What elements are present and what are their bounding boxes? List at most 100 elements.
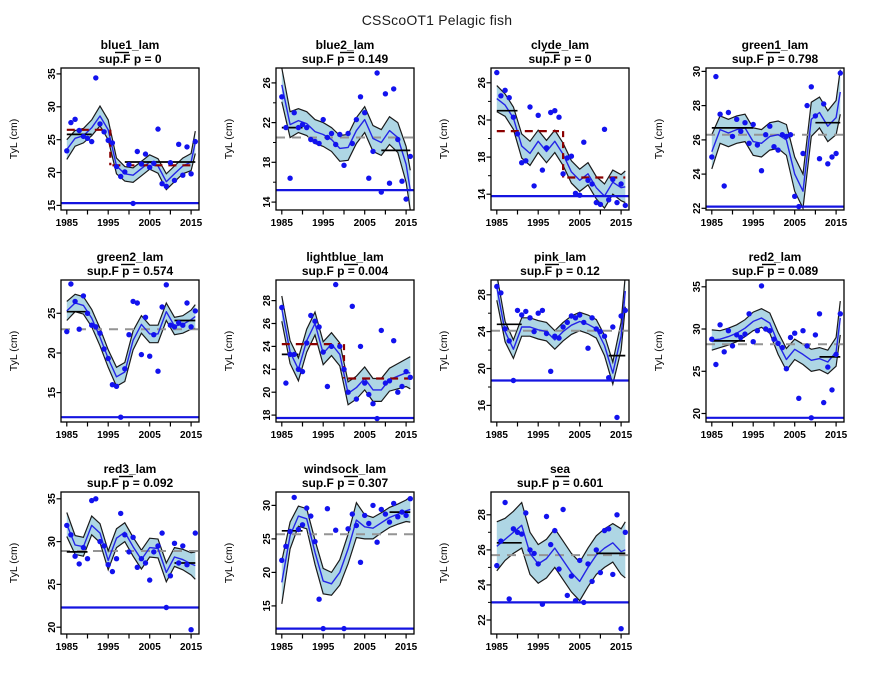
y-tick-label: 28: [477, 509, 488, 521]
data-point: [510, 526, 517, 532]
data-point: [337, 131, 343, 138]
panel-red3_lam: 1985 1995 2005 2015 20 25 30 35 red3_lam sup.F p …: [6, 460, 221, 672]
data-point: [299, 368, 306, 375]
data-point: [792, 330, 798, 336]
y-tick-label: 15: [47, 387, 58, 399]
data-point: [130, 534, 136, 540]
smooth-line: [711, 91, 841, 192]
data-point: [118, 510, 124, 517]
y-tick-label: 24: [477, 579, 488, 591]
x-tick-label: 2005: [569, 642, 592, 653]
data-point: [568, 573, 575, 579]
data-point: [142, 151, 149, 157]
data-point: [572, 598, 579, 604]
data-point: [618, 313, 624, 319]
data-point: [527, 315, 533, 321]
data-point: [709, 336, 715, 342]
data-point: [577, 312, 583, 318]
data-point: [105, 137, 111, 143]
y-axis-label: TyL (cm): [438, 543, 450, 583]
band-lower-edge: [496, 547, 626, 602]
panel-green1_lam: 1985 1995 2005 2015 22 24 26 28 30 green1_lam sup.…: [651, 36, 866, 248]
smooth-line: [281, 508, 411, 585]
band-upper-edge: [497, 280, 626, 365]
y-tick-label: 18: [262, 409, 273, 421]
y-tick-label: 25: [47, 307, 58, 319]
data-point: [738, 128, 744, 134]
data-point: [564, 155, 570, 161]
data-point: [147, 577, 153, 583]
y-tick-label: 22: [477, 614, 488, 626]
data-point: [399, 383, 405, 390]
panel-title: lightblue_lam: [306, 250, 383, 264]
confidence-band: [281, 68, 411, 210]
x-tick-label: 1985: [56, 218, 79, 229]
y-tick-label: 22: [477, 114, 488, 126]
data-point: [391, 338, 397, 344]
x-tick-label: 2015: [610, 218, 633, 229]
y-tick-label: 20: [477, 363, 488, 375]
data-point: [614, 414, 620, 421]
data-point: [84, 556, 91, 562]
x-tick-label: 1995: [97, 218, 120, 229]
data-point: [159, 530, 165, 536]
data-point: [829, 154, 835, 160]
data-point: [76, 561, 82, 567]
x-tick-label: 1985: [701, 218, 724, 229]
panel-subtitle: sup.F p = 0.149: [302, 52, 389, 66]
data-point: [68, 119, 74, 126]
panel-title: green2_lam: [97, 250, 164, 264]
data-point: [341, 366, 347, 372]
band-lower-edge: [496, 300, 626, 387]
band-lower-edge: [66, 533, 196, 584]
data-point: [341, 162, 347, 168]
data-point: [151, 549, 157, 555]
data-point: [171, 177, 178, 184]
x-tick-label: 2015: [610, 642, 633, 653]
panel-subtitle: sup.F p = 0.307: [302, 476, 389, 490]
data-point: [738, 334, 744, 341]
data-point: [134, 564, 140, 570]
data-point: [163, 282, 169, 288]
x-tick-label: 2015: [610, 430, 633, 441]
panel-pink_lam: 1985 1995 2005 2015 16 20 24 28 pink_lam sup.F p …: [436, 248, 651, 460]
data-point: [333, 527, 339, 533]
data-point: [159, 304, 165, 310]
data-point: [742, 331, 748, 337]
data-point: [155, 543, 161, 549]
data-point: [147, 164, 153, 170]
data-point: [560, 324, 566, 330]
x-tick-label: 1995: [527, 218, 550, 229]
data-point: [816, 156, 823, 162]
x-tick-label: 2005: [354, 642, 377, 653]
panel-title: clyde_lam: [531, 38, 589, 52]
data-point: [72, 553, 78, 559]
data-point: [97, 121, 103, 127]
panel-subtitle: sup.F p = 0.089: [732, 264, 819, 278]
x-tick-label: 1995: [97, 642, 120, 653]
data-point: [808, 415, 814, 421]
plot-data-layer: [706, 69, 844, 210]
data-point: [833, 351, 839, 358]
data-point: [113, 556, 120, 562]
data-point: [176, 560, 182, 566]
x-tick-label: 2015: [395, 218, 418, 229]
data-point: [816, 311, 823, 317]
y-tick-label: 25: [262, 533, 273, 545]
data-point: [407, 153, 413, 160]
y-axis-label: TyL (cm): [223, 119, 235, 159]
data-point: [560, 171, 566, 177]
data-point: [279, 304, 285, 311]
x-tick-label: 1985: [486, 430, 509, 441]
confidence-band: [496, 280, 626, 385]
y-axis-label: TyL (cm): [8, 331, 20, 371]
data-point: [767, 328, 773, 334]
data-point: [560, 506, 566, 513]
panel-sea: 1985 1995 2005 2015 22 24 26 28 sea sup.F p = 0.6…: [436, 460, 651, 672]
plot-box: [275, 491, 415, 635]
y-tick-label: 24: [692, 168, 703, 180]
data-point: [113, 383, 120, 389]
panel-blue2_lam: 1985 1995 2005 2015 14 18 22 26 blue2_lam sup.F p…: [221, 36, 436, 248]
data-point: [345, 389, 351, 395]
